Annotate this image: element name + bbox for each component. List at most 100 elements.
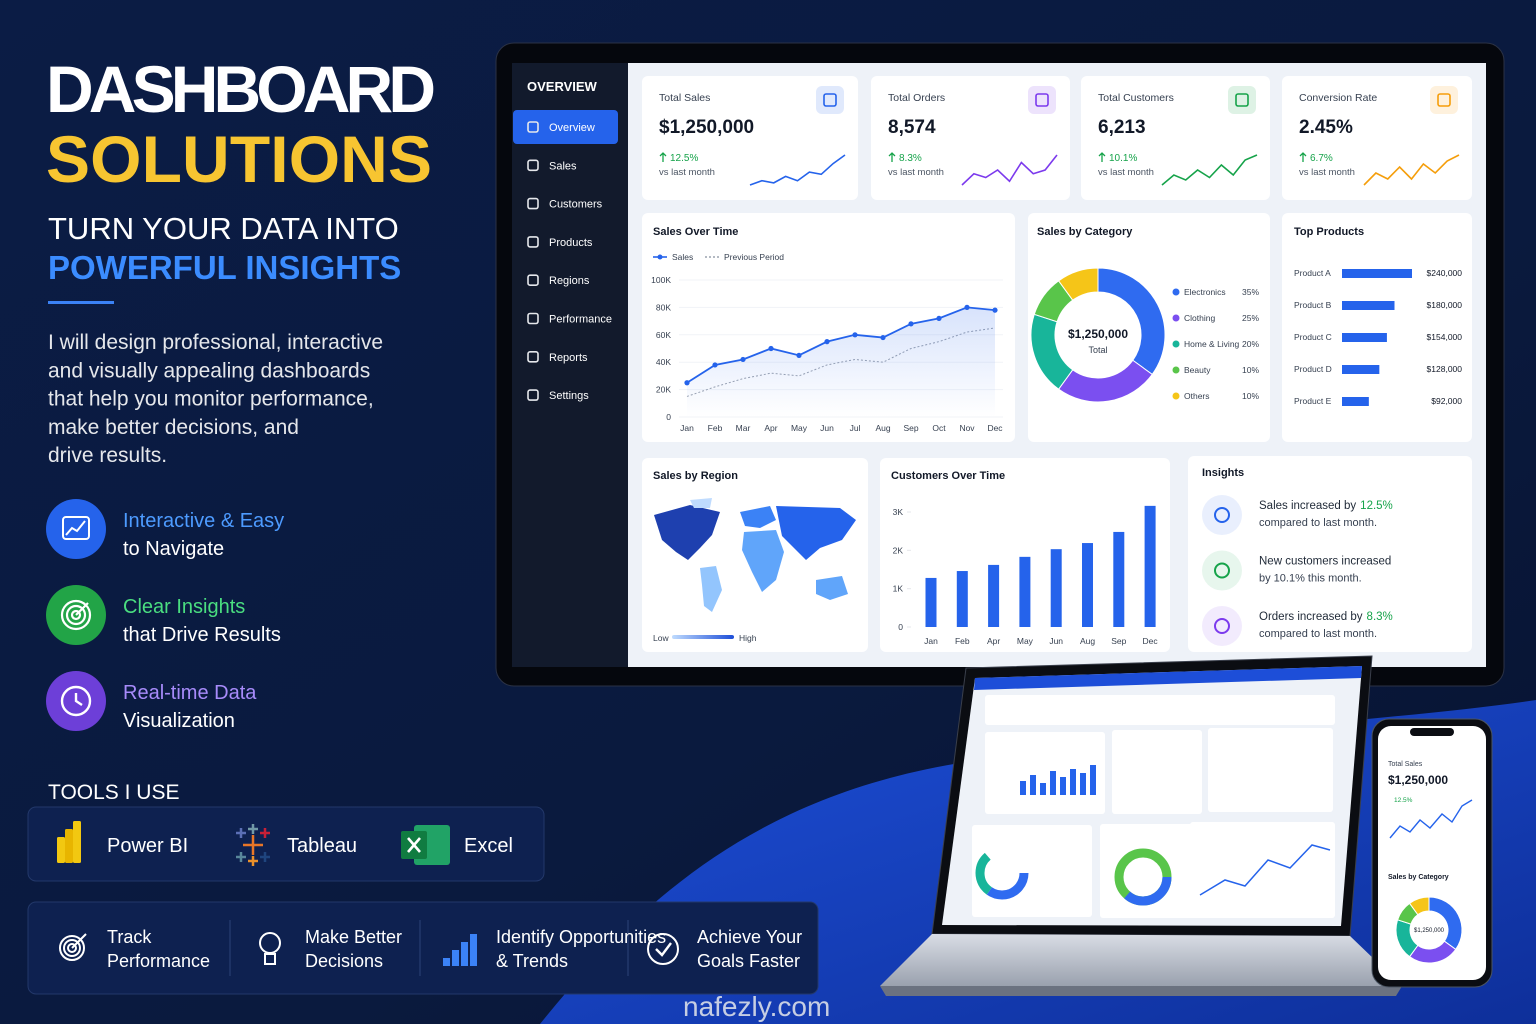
bar — [1019, 556, 1031, 627]
x-tick-label: Jan — [680, 423, 694, 433]
feature-text: to Navigate — [123, 538, 224, 560]
map-region — [700, 566, 722, 612]
legend-swatch — [1172, 288, 1180, 296]
bar — [1342, 333, 1387, 342]
bar — [1342, 397, 1369, 406]
menu-item[interactable]: Customers — [549, 199, 603, 211]
chart-card — [880, 458, 1170, 652]
map-legend-label: High — [739, 633, 757, 643]
y-tick-label: 1K — [893, 584, 904, 594]
insight-icon — [1214, 618, 1230, 634]
bar — [1144, 505, 1156, 627]
legend-label: Electronics — [1184, 287, 1226, 297]
menu-icon — [527, 121, 539, 133]
menu-item[interactable]: Settings — [549, 390, 589, 402]
insight-text: Sales increased by — [1259, 500, 1356, 512]
x-tick-label: Feb — [708, 423, 723, 433]
phone-donut-center: $1,250,000 — [1414, 928, 1445, 934]
laptop-panel — [972, 825, 1092, 917]
hero-description: make better decisions, and — [48, 416, 299, 439]
value-label: $154,000 — [1427, 332, 1463, 342]
laptop-donut — [1114, 848, 1172, 906]
legend-swatch — [657, 254, 663, 260]
kpi-label: Total Sales — [659, 92, 710, 104]
bar — [1050, 549, 1062, 627]
legend-label: Home & Living — [1184, 339, 1240, 349]
menu-item[interactable]: Products — [549, 237, 593, 249]
laptop-edge — [880, 986, 1402, 996]
chart-title: Top Products — [1294, 226, 1364, 238]
kpi-change: 10.1% — [1109, 153, 1137, 164]
map-legend-label: Low — [653, 633, 669, 643]
point — [908, 321, 914, 327]
point — [796, 352, 802, 358]
kpi-card — [1081, 76, 1270, 200]
menu-item[interactable]: Performance — [549, 314, 612, 326]
category-label: Product D — [1294, 364, 1332, 374]
sparkline — [749, 154, 846, 186]
insight-icon — [1202, 606, 1242, 646]
point — [964, 304, 970, 310]
map-region — [740, 506, 776, 528]
laptop-bar — [1050, 771, 1056, 795]
kpi-change: 8.3% — [899, 153, 922, 164]
point — [712, 362, 718, 368]
menu-item[interactable]: Reports — [549, 352, 588, 364]
phone-kpi-change: 12.5% — [1394, 797, 1413, 804]
menu-item[interactable]: Sales — [549, 160, 577, 172]
kpi-note: vs last month — [659, 167, 715, 178]
powerbi-icon — [65, 829, 73, 863]
x-tick-label: Oct — [932, 423, 946, 433]
insight-text: by 10.1% this month. — [1259, 573, 1362, 585]
up-arrow — [659, 152, 667, 162]
menu-item[interactable]: Overview — [549, 122, 595, 134]
point — [852, 332, 858, 338]
menu-icon — [527, 312, 539, 325]
benefits-box — [27, 901, 819, 995]
tool-name: Power BI — [107, 835, 188, 857]
benefit-icon — [264, 953, 276, 965]
x-tick-label: Jul — [850, 423, 861, 433]
x-tick-label: Apr — [987, 636, 1000, 646]
value-label: $240,000 — [1427, 268, 1463, 278]
y-tick-label: 0 — [898, 622, 903, 632]
y-tick-label: 2K — [893, 545, 904, 555]
feature-title: Real-time Data — [123, 682, 257, 704]
category-label: Product A — [1294, 268, 1331, 278]
insight-text: Orders increased by — [1259, 611, 1363, 623]
icon — [65, 520, 86, 536]
x-tick-label: Apr — [764, 423, 777, 433]
phone-notch — [1410, 728, 1454, 736]
x-tick-label: May — [1017, 636, 1034, 646]
x-tick-label: Jun — [1049, 636, 1063, 646]
benefit-icon — [655, 942, 672, 957]
up-arrow — [1299, 152, 1307, 162]
bar — [1342, 301, 1395, 310]
hero-tagline: POWERFUL INSIGHTS — [48, 249, 401, 286]
benefit-icon — [647, 933, 679, 965]
kpi-card — [871, 76, 1070, 200]
feature-text: Visualization — [123, 710, 235, 732]
menu-item[interactable]: Regions — [549, 275, 590, 287]
feature-icon — [46, 499, 106, 559]
benefit-icon — [67, 943, 77, 953]
laptop-panel — [1190, 822, 1335, 918]
icon — [60, 685, 92, 717]
kpi-icon — [823, 93, 837, 107]
benefit-text: Track — [107, 927, 152, 947]
hero-description: drive results. — [48, 444, 167, 467]
tool-name: Excel — [464, 835, 513, 857]
benefit-text: & Trends — [496, 951, 568, 971]
insight-text: compared to last month. — [1259, 628, 1377, 640]
kpi-change: 12.5% — [670, 153, 698, 164]
point — [768, 345, 774, 352]
y-tick-label: 60K — [656, 330, 671, 340]
map-region — [742, 530, 784, 592]
point — [824, 339, 830, 345]
icon — [62, 516, 90, 540]
x-tick-label: Dec — [987, 423, 1003, 433]
laptop-bar — [1090, 765, 1096, 795]
chart-card — [1282, 213, 1472, 442]
laptop-panel — [985, 732, 1105, 814]
